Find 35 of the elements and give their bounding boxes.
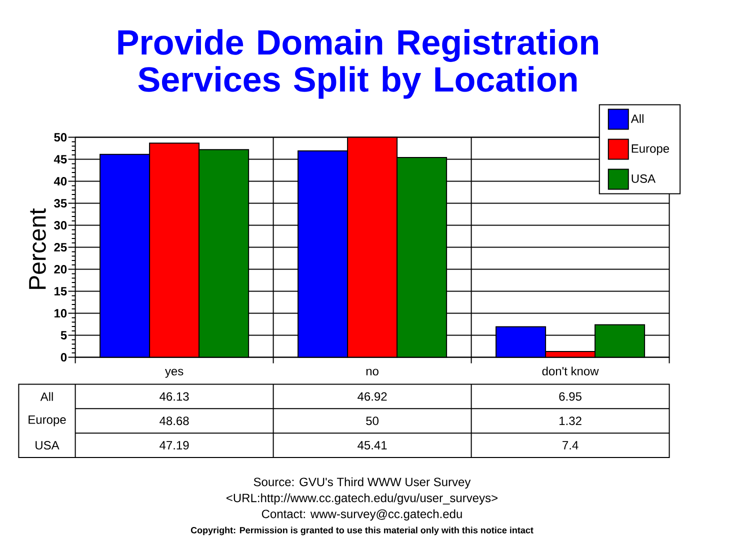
legend-label: USA <box>632 174 656 183</box>
data-label: 7.4 <box>562 441 578 450</box>
data-label: 47.19 <box>160 441 189 450</box>
data-label: 6.95 <box>559 392 582 401</box>
source-note: Source: GVU's Third WWW User Survey <box>254 477 471 489</box>
y-tick-label: 50 <box>54 133 67 142</box>
data-label: 48.68 <box>160 416 189 426</box>
y-tick-label: 25 <box>54 243 67 252</box>
y-axis-title: Percent <box>29 208 46 289</box>
y-tick-label: 35 <box>54 199 67 208</box>
text: Copyright: Permission is granted to use this material only with this notice intact <box>190 526 534 536</box>
data-label: 46.13 <box>160 392 189 401</box>
legend-label: Europe <box>632 144 670 156</box>
data-label: 46.92 <box>358 392 387 401</box>
y-tick-label: 20 <box>54 265 67 274</box>
y-tick-label: 30 <box>54 221 67 230</box>
x-tick-label: no <box>366 368 378 376</box>
x-tick-label: don't know <box>542 366 599 376</box>
text: Contact: www-survey@cc.gatech.edu <box>262 509 462 521</box>
text: All <box>40 392 53 401</box>
data-label: 50 <box>366 416 379 426</box>
chart-title: Provide Domain Registration Services Split by Location <box>118 29 598 99</box>
y-tick-label: 10 <box>54 309 67 318</box>
text: Europe <box>28 416 66 426</box>
data-label: 45.41 <box>358 441 387 450</box>
y-tick-label: 40 <box>54 177 67 186</box>
y-tick-label: 5 <box>60 331 67 340</box>
y-tick-label: 0 <box>60 353 67 362</box>
data-label: 1.32 <box>560 416 582 426</box>
text: <URL:http://www.cc.gatech.edu/gvu/user_surveys> <box>226 493 498 505</box>
text: USA <box>36 441 60 450</box>
y-tick-label: 15 <box>54 287 67 296</box>
x-tick-label: yes <box>165 368 184 378</box>
legend-label: All <box>630 114 644 123</box>
y-tick-label: 45 <box>54 155 67 164</box>
